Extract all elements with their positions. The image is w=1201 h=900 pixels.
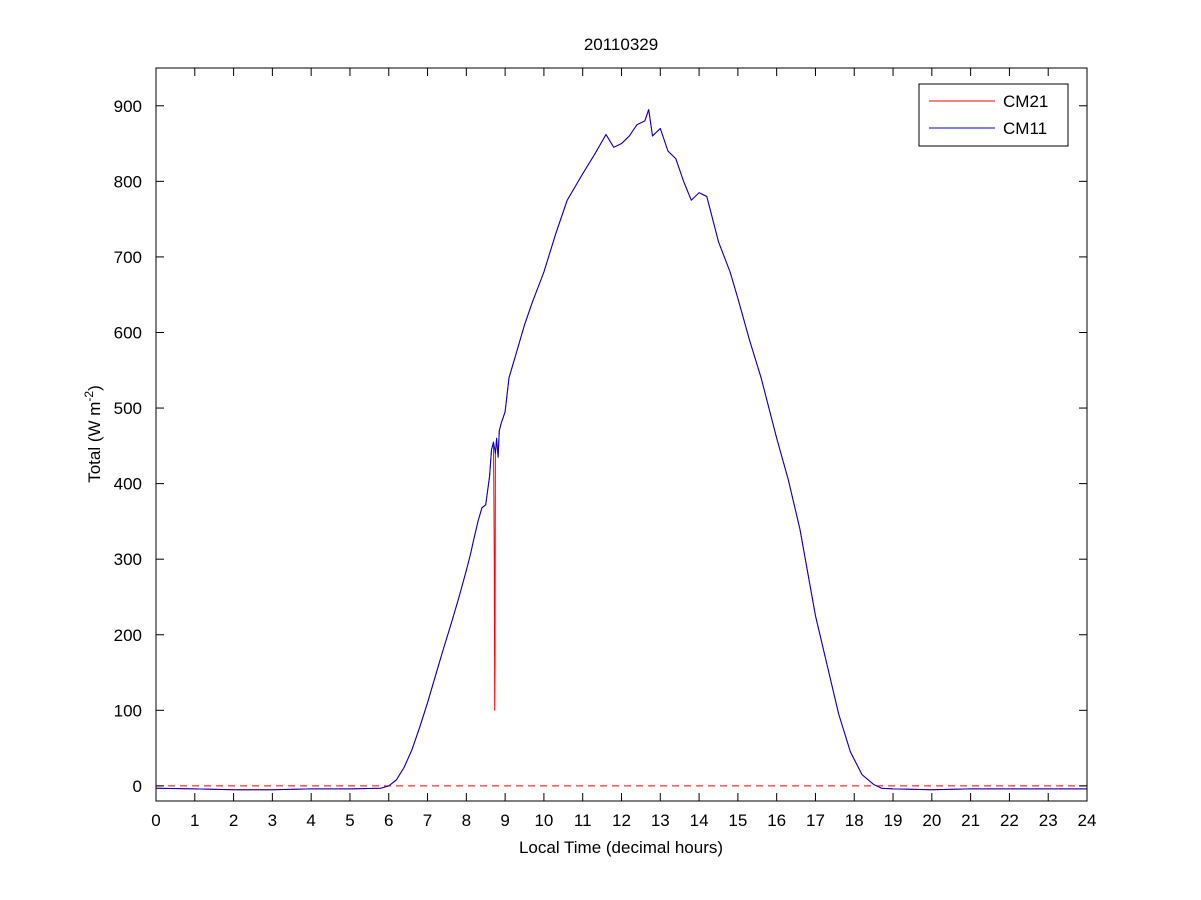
x-ticks: 0 1 2 3 4 5 6 7 8 9 10 11 12 13 14 15 16 17 18 19 20 21 22 23 24 xyxy=(151,68,1096,830)
x-tick-label: 18 xyxy=(845,811,864,830)
legend-label-cm21: CM21 xyxy=(1003,92,1048,111)
y-tick-label: 200 xyxy=(114,626,142,645)
legend-box xyxy=(918,83,1069,147)
x-tick-label: 11 xyxy=(574,811,592,830)
x-tick-label: 5 xyxy=(345,811,354,830)
y-tick-label: 800 xyxy=(114,172,142,191)
x-tick-label: 4 xyxy=(306,811,315,830)
series-group xyxy=(155,109,1087,791)
y-tick-label: 0 xyxy=(133,777,142,796)
y-tick-label: 500 xyxy=(114,399,142,418)
y-tick-label: 900 xyxy=(114,97,142,116)
y-tick-label: 100 xyxy=(114,701,142,720)
x-tick-label: 2 xyxy=(229,811,238,830)
x-axis-title: Local Time (decimal hours) xyxy=(519,838,723,857)
plot-area xyxy=(156,68,1087,801)
y-axis-title-main: Total (W m xyxy=(85,402,104,483)
legend-label-cm11: CM11 xyxy=(1003,119,1047,138)
y-axis-title-superscript: -2 xyxy=(82,391,96,402)
x-tick-label: 14 xyxy=(690,811,709,830)
x-tick-label: 17 xyxy=(806,811,825,830)
x-tick-label: 21 xyxy=(961,811,980,830)
x-tick-label: 20 xyxy=(922,811,941,830)
x-tick-label: 19 xyxy=(884,811,903,830)
x-tick-label: 16 xyxy=(767,811,786,830)
x-tick-label: 9 xyxy=(500,811,509,830)
x-tick-label: 6 xyxy=(384,811,393,830)
x-tick-label: 23 xyxy=(1039,811,1058,830)
x-tick-label: 13 xyxy=(651,811,670,830)
x-tick-label: 8 xyxy=(462,811,471,830)
y-axis-title: Total (W m-2) xyxy=(82,385,104,483)
x-tick-label: 1 xyxy=(190,811,199,830)
y-ticks: 0 100 200 300 400 500 600 700 800 900 xyxy=(114,97,1087,796)
x-tick-label: 15 xyxy=(728,811,747,830)
x-tick-label: 7 xyxy=(423,811,432,830)
x-tick-label: 24 xyxy=(1078,811,1097,830)
x-tick-label: 10 xyxy=(534,811,553,830)
x-tick-label: 12 xyxy=(612,811,631,830)
y-tick-label: 300 xyxy=(114,550,142,569)
y-tick-label: 700 xyxy=(114,248,142,267)
chart-title: 20110329 xyxy=(584,35,658,54)
series-line-cm11 xyxy=(155,109,1087,791)
x-tick-label: 0 xyxy=(151,811,160,830)
y-tick-label: 600 xyxy=(114,323,142,342)
legend: CM21 CM11 xyxy=(918,83,1069,147)
y-tick-label: 400 xyxy=(114,475,142,494)
y-axis-title-end: ) xyxy=(85,385,104,391)
x-tick-label: 22 xyxy=(1000,811,1019,830)
x-tick-label: 3 xyxy=(268,811,277,830)
